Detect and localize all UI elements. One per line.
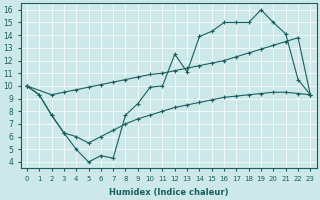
X-axis label: Humidex (Indice chaleur): Humidex (Indice chaleur)	[109, 188, 228, 197]
